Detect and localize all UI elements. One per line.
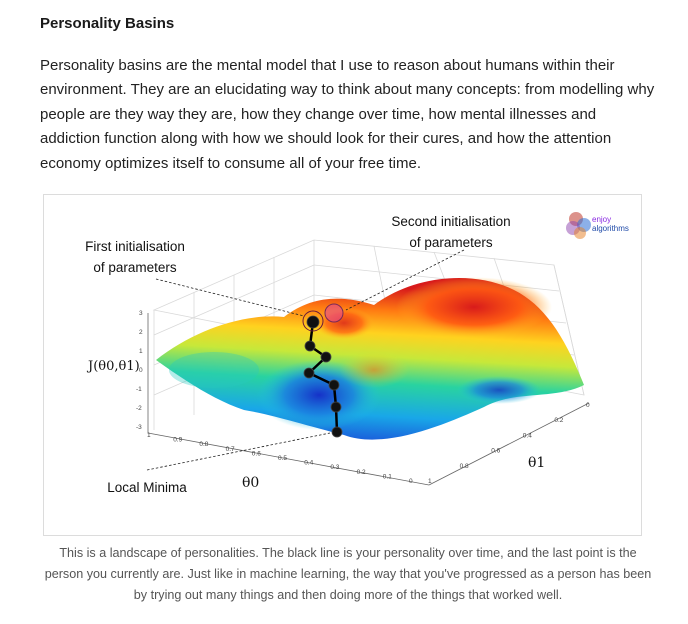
first-init-marker	[302, 310, 324, 332]
theta1-tick-label: 0.4	[523, 432, 532, 439]
base-axes	[147, 313, 590, 486]
theta0-tick-label: 0.1	[383, 473, 392, 480]
theta1-axis-label: θ1	[528, 455, 545, 471]
theta0-tick-label: 0.8	[199, 441, 208, 448]
z-tick-label: 0	[139, 367, 143, 374]
theta0-tick-label: 0	[409, 478, 413, 485]
theta1-tick-label: 0	[586, 402, 590, 409]
descent-point	[304, 340, 316, 352]
second-init-marker	[324, 303, 344, 323]
z-tick-label: 2	[139, 329, 143, 336]
theta0-tick-label: 0.9	[173, 437, 182, 444]
descent-point	[320, 351, 332, 363]
first-init-label-line1: First initialisation	[85, 239, 185, 254]
theta1-tick-label: 0.2	[554, 417, 563, 424]
tick-labels: 3 2 1 0 -1 -2 -3 1 0.9 0.8 0.7 0.6 0.5 0.4 0.3 0.2 0.1 0 0…	[136, 310, 590, 485]
theta0-tick-label: 0.4	[304, 460, 313, 467]
theta1-tick-label: 0.8	[460, 463, 469, 470]
leader-lines	[146, 249, 465, 471]
descent-path	[302, 303, 344, 438]
theta0-tick-label: 1	[147, 432, 151, 439]
z-tick-label: 3	[139, 310, 143, 317]
z-tick-label: -3	[136, 424, 142, 431]
intro-paragraph: Personality basins are the mental model …	[40, 57, 655, 172]
second-init-label-line2: of parameters	[409, 235, 493, 250]
svg-text:algorithms: algorithms	[592, 224, 629, 233]
theta0-tick-label: 0.7	[226, 446, 235, 453]
z-tick-label: 1	[139, 348, 143, 355]
theta1-tick-label: 1	[428, 478, 432, 485]
descent-point	[328, 379, 340, 391]
theta0-tick-label: 0.3	[330, 464, 339, 471]
descent-point	[331, 426, 343, 438]
local-minima-label: Local Minima	[107, 480, 187, 495]
theta0-tick-label: 0.2	[357, 469, 366, 476]
theta0-tick-label: 0.5	[278, 455, 287, 462]
first-init-label-line2: of parameters	[93, 260, 177, 275]
descent-point	[306, 315, 320, 329]
theta1-tick-label: 0.6	[491, 448, 500, 455]
descent-point	[303, 367, 315, 379]
figure-caption: This is a landscape of personalities. Th…	[44, 546, 652, 602]
loss-surface-illustration: First initialisation of parameters Secon…	[85, 212, 629, 495]
z-tick-label: -1	[136, 386, 142, 393]
theta0-tick-label: 0.6	[252, 450, 261, 457]
second-init-label-line1: Second initialisation	[391, 214, 510, 229]
theta0-axis-label: θ0	[242, 475, 259, 491]
enjoy-algorithms-logo: enjoy algorithms	[566, 212, 629, 239]
z-tick-label: -2	[136, 405, 142, 412]
svg-text:enjoy: enjoy	[592, 215, 611, 224]
page-title: Personality Basins	[40, 15, 175, 32]
z-axis-label: J(θ0,θ1)	[86, 359, 140, 374]
descent-point	[330, 401, 342, 413]
gradient-descent-figure: First initialisation of parameters Secon…	[43, 194, 642, 536]
